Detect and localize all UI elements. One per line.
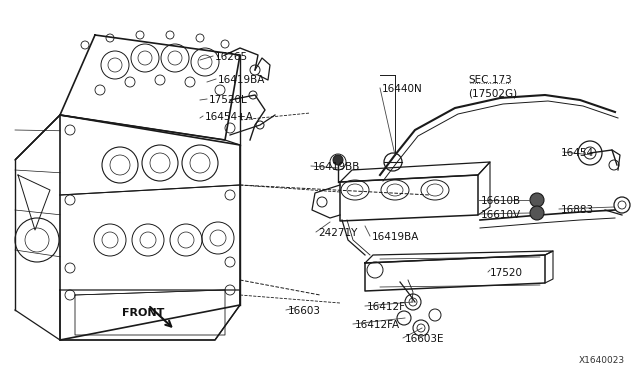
Text: 16610B: 16610B [481, 196, 521, 206]
Text: 17520L: 17520L [209, 95, 248, 105]
Text: 16610V: 16610V [481, 210, 521, 220]
Text: 16603: 16603 [288, 306, 321, 316]
Text: 16454: 16454 [561, 148, 594, 158]
Text: 17520: 17520 [490, 268, 523, 278]
Text: 16265: 16265 [215, 52, 248, 62]
Text: 16454+A: 16454+A [205, 112, 254, 122]
Text: 16412F: 16412F [367, 302, 406, 312]
Text: X1640023: X1640023 [579, 356, 625, 365]
Text: 24271Y: 24271Y [318, 228, 357, 238]
Text: (17502G): (17502G) [468, 88, 517, 98]
Text: 16419BA: 16419BA [372, 232, 419, 242]
Text: 16419BA: 16419BA [218, 75, 266, 85]
Text: 16883: 16883 [561, 205, 594, 215]
Text: 16419BB: 16419BB [313, 162, 360, 172]
Text: 16603E: 16603E [405, 334, 445, 344]
Text: SEC.173: SEC.173 [468, 75, 512, 85]
Text: FRONT: FRONT [122, 308, 164, 318]
Text: 16440N: 16440N [382, 84, 423, 94]
Text: 16412FA: 16412FA [355, 320, 400, 330]
Circle shape [530, 193, 544, 207]
Circle shape [333, 155, 343, 165]
Circle shape [530, 206, 544, 220]
